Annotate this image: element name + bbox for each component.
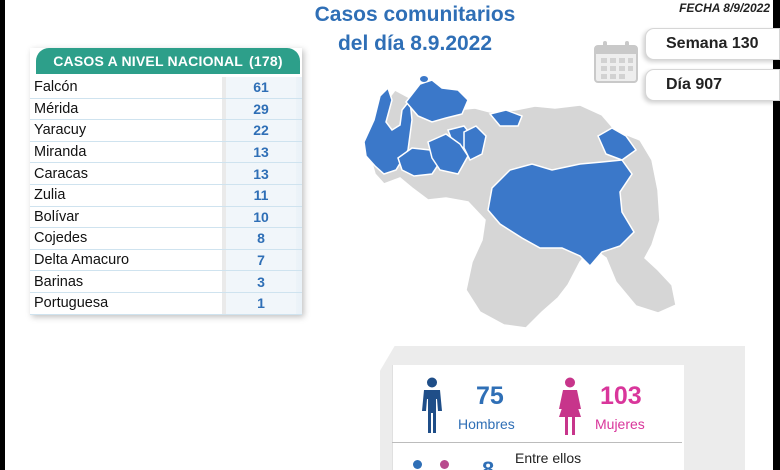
table-total: (178) — [249, 53, 283, 69]
state-name: Miranda — [34, 144, 87, 161]
men-count: 75 — [476, 382, 504, 410]
woman-icon — [559, 377, 581, 435]
day-label: Día 907 — [666, 76, 723, 93]
state-name: Caracas — [34, 165, 88, 182]
state-cases: 10 — [226, 206, 296, 228]
subheading: Entre ellos — [515, 450, 582, 466]
woman-icon-head — [440, 460, 449, 469]
table-title: CASOS A NIVEL NACIONAL — [53, 53, 244, 69]
table-row: Barinas 3 — [30, 271, 302, 293]
map-falcon — [405, 79, 469, 123]
man-icon — [422, 377, 442, 433]
table-row: Cojedes 8 — [30, 228, 302, 250]
men-label: Hombres — [458, 416, 515, 432]
map-delta-amacuro — [597, 127, 638, 161]
state-cases: 61 — [226, 77, 296, 98]
state-cases: 13 — [226, 141, 296, 163]
title-line-1: Casos comunitarios — [314, 3, 516, 26]
cutoff-number: 8 — [482, 459, 498, 470]
table-row: Caracas 13 — [30, 163, 302, 185]
map-merida — [397, 147, 441, 177]
map-bolivar — [487, 159, 635, 268]
table-row: Mérida 29 — [30, 98, 302, 121]
row-separator — [222, 249, 226, 271]
row-separator — [222, 206, 226, 228]
date-label: FECHA 8/9/2022 — [679, 1, 770, 15]
state-cases: 11 — [226, 184, 296, 206]
row-separator — [222, 98, 226, 120]
row-separator — [222, 141, 226, 163]
row-separator — [222, 77, 226, 98]
state-cases: 7 — [226, 249, 296, 271]
state-name: Mérida — [34, 100, 79, 117]
week-badge: Semana 130 — [645, 28, 780, 60]
right-border — [773, 0, 780, 470]
state-cases: 22 — [226, 120, 296, 141]
map-zulia — [363, 86, 413, 175]
table-row: Portuguesa 1 — [30, 292, 302, 315]
map-miranda-caracas — [488, 109, 523, 127]
row-separator — [222, 163, 226, 184]
state-name: Barinas — [34, 273, 84, 290]
table-header: CASOS A NIVEL NACIONAL (178) — [36, 48, 300, 74]
map-island — [420, 76, 428, 82]
map-barinas-portuguesa — [427, 133, 469, 175]
row-separator — [222, 120, 226, 141]
map-cojedes — [463, 125, 487, 162]
state-name: Delta Amacuro — [34, 252, 130, 269]
table-row: Yaracuy 22 — [30, 120, 302, 142]
state-cases: 29 — [226, 98, 296, 120]
row-separator — [222, 228, 226, 249]
table-row: Bolívar 10 — [30, 206, 302, 229]
gender-card — [392, 365, 684, 470]
table-row: Zulia 11 — [30, 184, 302, 207]
state-cases: 13 — [226, 163, 296, 184]
table-row: Delta Amacuro 7 — [30, 249, 302, 272]
table-rows: Falcón 61 Mérida 29 Yaracuy 22 Miranda 13 Ca… — [30, 77, 302, 315]
state-name: Yaracuy — [34, 122, 87, 139]
week-label: Semana 130 — [666, 35, 759, 52]
day-badge: Día 907 — [645, 69, 780, 101]
title-line-2: del día 8.9.2022 — [337, 32, 493, 55]
state-name: Cojedes — [34, 230, 88, 247]
left-border — [0, 0, 5, 470]
table-row: Falcón 61 — [30, 77, 302, 99]
women-count: 103 — [600, 382, 642, 410]
man-icon-head — [413, 460, 422, 469]
row-separator — [222, 292, 226, 314]
row-separator — [222, 184, 226, 206]
state-cases: 8 — [226, 228, 296, 249]
calendar-icon — [594, 41, 638, 83]
table-row: Miranda 13 — [30, 141, 302, 164]
national-cases-table: CASOS A NIVEL NACIONAL (178) Falcón 61 Mé… — [30, 48, 302, 315]
state-cases: 3 — [226, 271, 296, 292]
state-name: Bolívar — [34, 208, 80, 225]
venezuela-map — [363, 76, 677, 329]
state-name: Zulia — [34, 187, 66, 204]
page-title: Casos comunitarios del día 8.9.2022 — [255, 0, 575, 58]
state-cases: 1 — [226, 292, 296, 314]
row-separator — [222, 271, 226, 292]
gender-divider — [392, 442, 682, 443]
state-name: Portuguesa — [34, 295, 109, 312]
women-label: Mujeres — [595, 416, 645, 432]
state-name: Falcón — [34, 79, 78, 96]
